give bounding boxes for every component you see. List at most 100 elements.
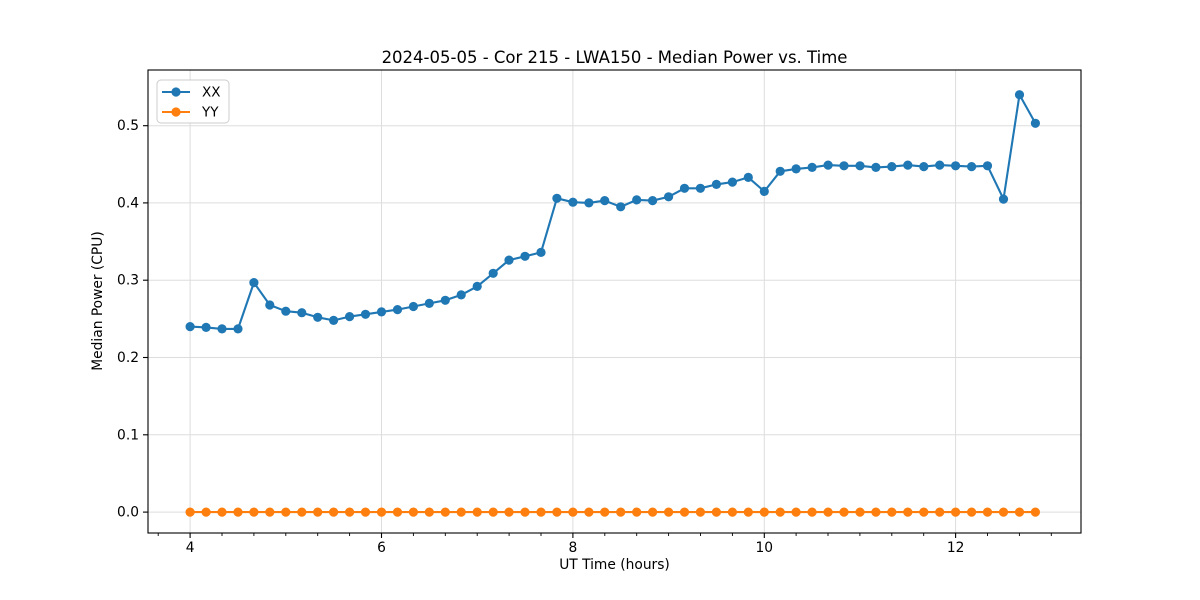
series-XX-marker [520,251,530,261]
series-XX-marker [297,308,307,318]
series-XX-marker [265,300,275,310]
legend-label: XX [202,85,221,101]
y-tick-label: 0.3 [117,273,139,289]
series-YY-marker [265,507,275,517]
y-tick-label: 0.2 [117,350,139,366]
series-XX-marker [839,161,849,171]
series-YY-marker [472,507,482,517]
series-XX-marker [536,247,546,257]
series-YY-marker [297,507,307,517]
series-XX-marker [408,301,418,312]
series-XX-marker [727,177,738,187]
series-XX-marker [456,290,466,300]
series-XX-marker [998,194,1009,204]
series-XX-marker [584,198,594,208]
series-YY-marker [807,507,817,517]
series-YY-marker [408,507,418,517]
series-XX-marker [903,160,913,170]
series-YY-marker [360,507,371,517]
series-XX-marker [664,192,674,202]
series-YY-marker [504,507,514,517]
series-XX-marker [695,183,706,193]
series-YY-marker [664,507,674,517]
series-XX-marker [360,309,371,319]
series-YY-marker [201,507,211,517]
series-YY-marker [424,507,434,517]
series-YY-marker [982,507,993,517]
series-YY-marker [440,507,450,517]
series-YY-marker [345,507,355,517]
series-XX-marker [600,196,610,206]
legend-label: YY [201,105,219,121]
series-YY-marker [600,507,610,517]
series-YY-marker [791,507,801,517]
series-YY-marker [967,507,977,517]
series-YY-marker [233,507,243,517]
series-YY-marker [376,507,387,517]
series-XX-marker [201,322,211,332]
series-XX-marker [951,161,961,171]
series-XX-marker [1030,118,1040,128]
series-YY-marker [839,507,849,517]
series-XX-marker [392,305,403,315]
series-XX-marker [233,324,243,334]
series-XX-marker [488,268,498,278]
legend-item-YY: YY [162,105,219,121]
series-XX-marker [632,195,642,205]
series-YY-marker [951,507,961,517]
series-XX-marker [887,162,897,172]
series-YY-marker [759,507,769,517]
series-XX-marker [424,298,434,308]
series-XX-marker [759,186,769,196]
series-XX-marker [376,307,387,317]
series-XX-marker [281,306,291,316]
series-YY-marker [855,507,865,517]
series-XX-marker [919,162,929,172]
series-XX-marker [855,161,865,171]
series-YY-marker [775,507,785,517]
series-XX-marker [679,183,690,193]
chart-title: 2024-05-05 - Cor 215 - LWA150 - Median P… [381,48,848,67]
series-YY-marker [249,507,259,517]
x-tick-label: 12 [947,540,965,556]
series-XX-marker [249,278,259,288]
series-YY-marker [392,507,403,517]
series-XX-marker [711,179,722,189]
series-XX-marker [791,164,801,174]
series-XX-marker [329,315,339,325]
series-YY-marker [632,507,642,517]
x-tick-label: 8 [569,540,578,556]
series-YY-marker [935,507,945,517]
series-YY-marker [903,507,913,517]
series-YY-marker [823,507,833,517]
series-YY-marker [887,507,897,517]
legend: XX YY [156,79,230,124]
series-YY-marker [520,507,530,517]
y-tick-label: 0.4 [117,195,139,211]
x-tick-label: 10 [756,540,774,556]
series-XX-marker [775,166,785,176]
x-axis-label: UT Time (hours) [559,557,670,573]
series-XX-marker [345,312,355,322]
series-YY [185,507,1040,517]
series-XX [185,90,1040,334]
series-YY-marker [584,507,594,517]
series-YY-marker [616,507,626,517]
series-XX-marker [871,162,881,172]
series-XX-marker [648,196,658,206]
series-XX-line [190,93,1037,330]
y-tick-label: 0.5 [117,118,139,134]
series-XX-marker [935,160,945,170]
series-XX-marker [1014,90,1025,100]
series-XX-marker [552,193,562,203]
series-YY-marker [998,507,1009,517]
series-YY-marker [871,507,881,517]
series-YY-marker [727,507,738,517]
series-YY-marker [329,507,339,517]
series-YY-marker [919,507,929,517]
axis-ticks: 4 6 8 10 12 0.0 0.1 0.2 0.3 0.4 0.5 [117,118,1052,556]
series-YY-marker [488,507,498,517]
series-YY-marker [568,507,578,517]
y-tick-label: 0.1 [117,427,139,443]
series-XX-marker [472,281,482,291]
